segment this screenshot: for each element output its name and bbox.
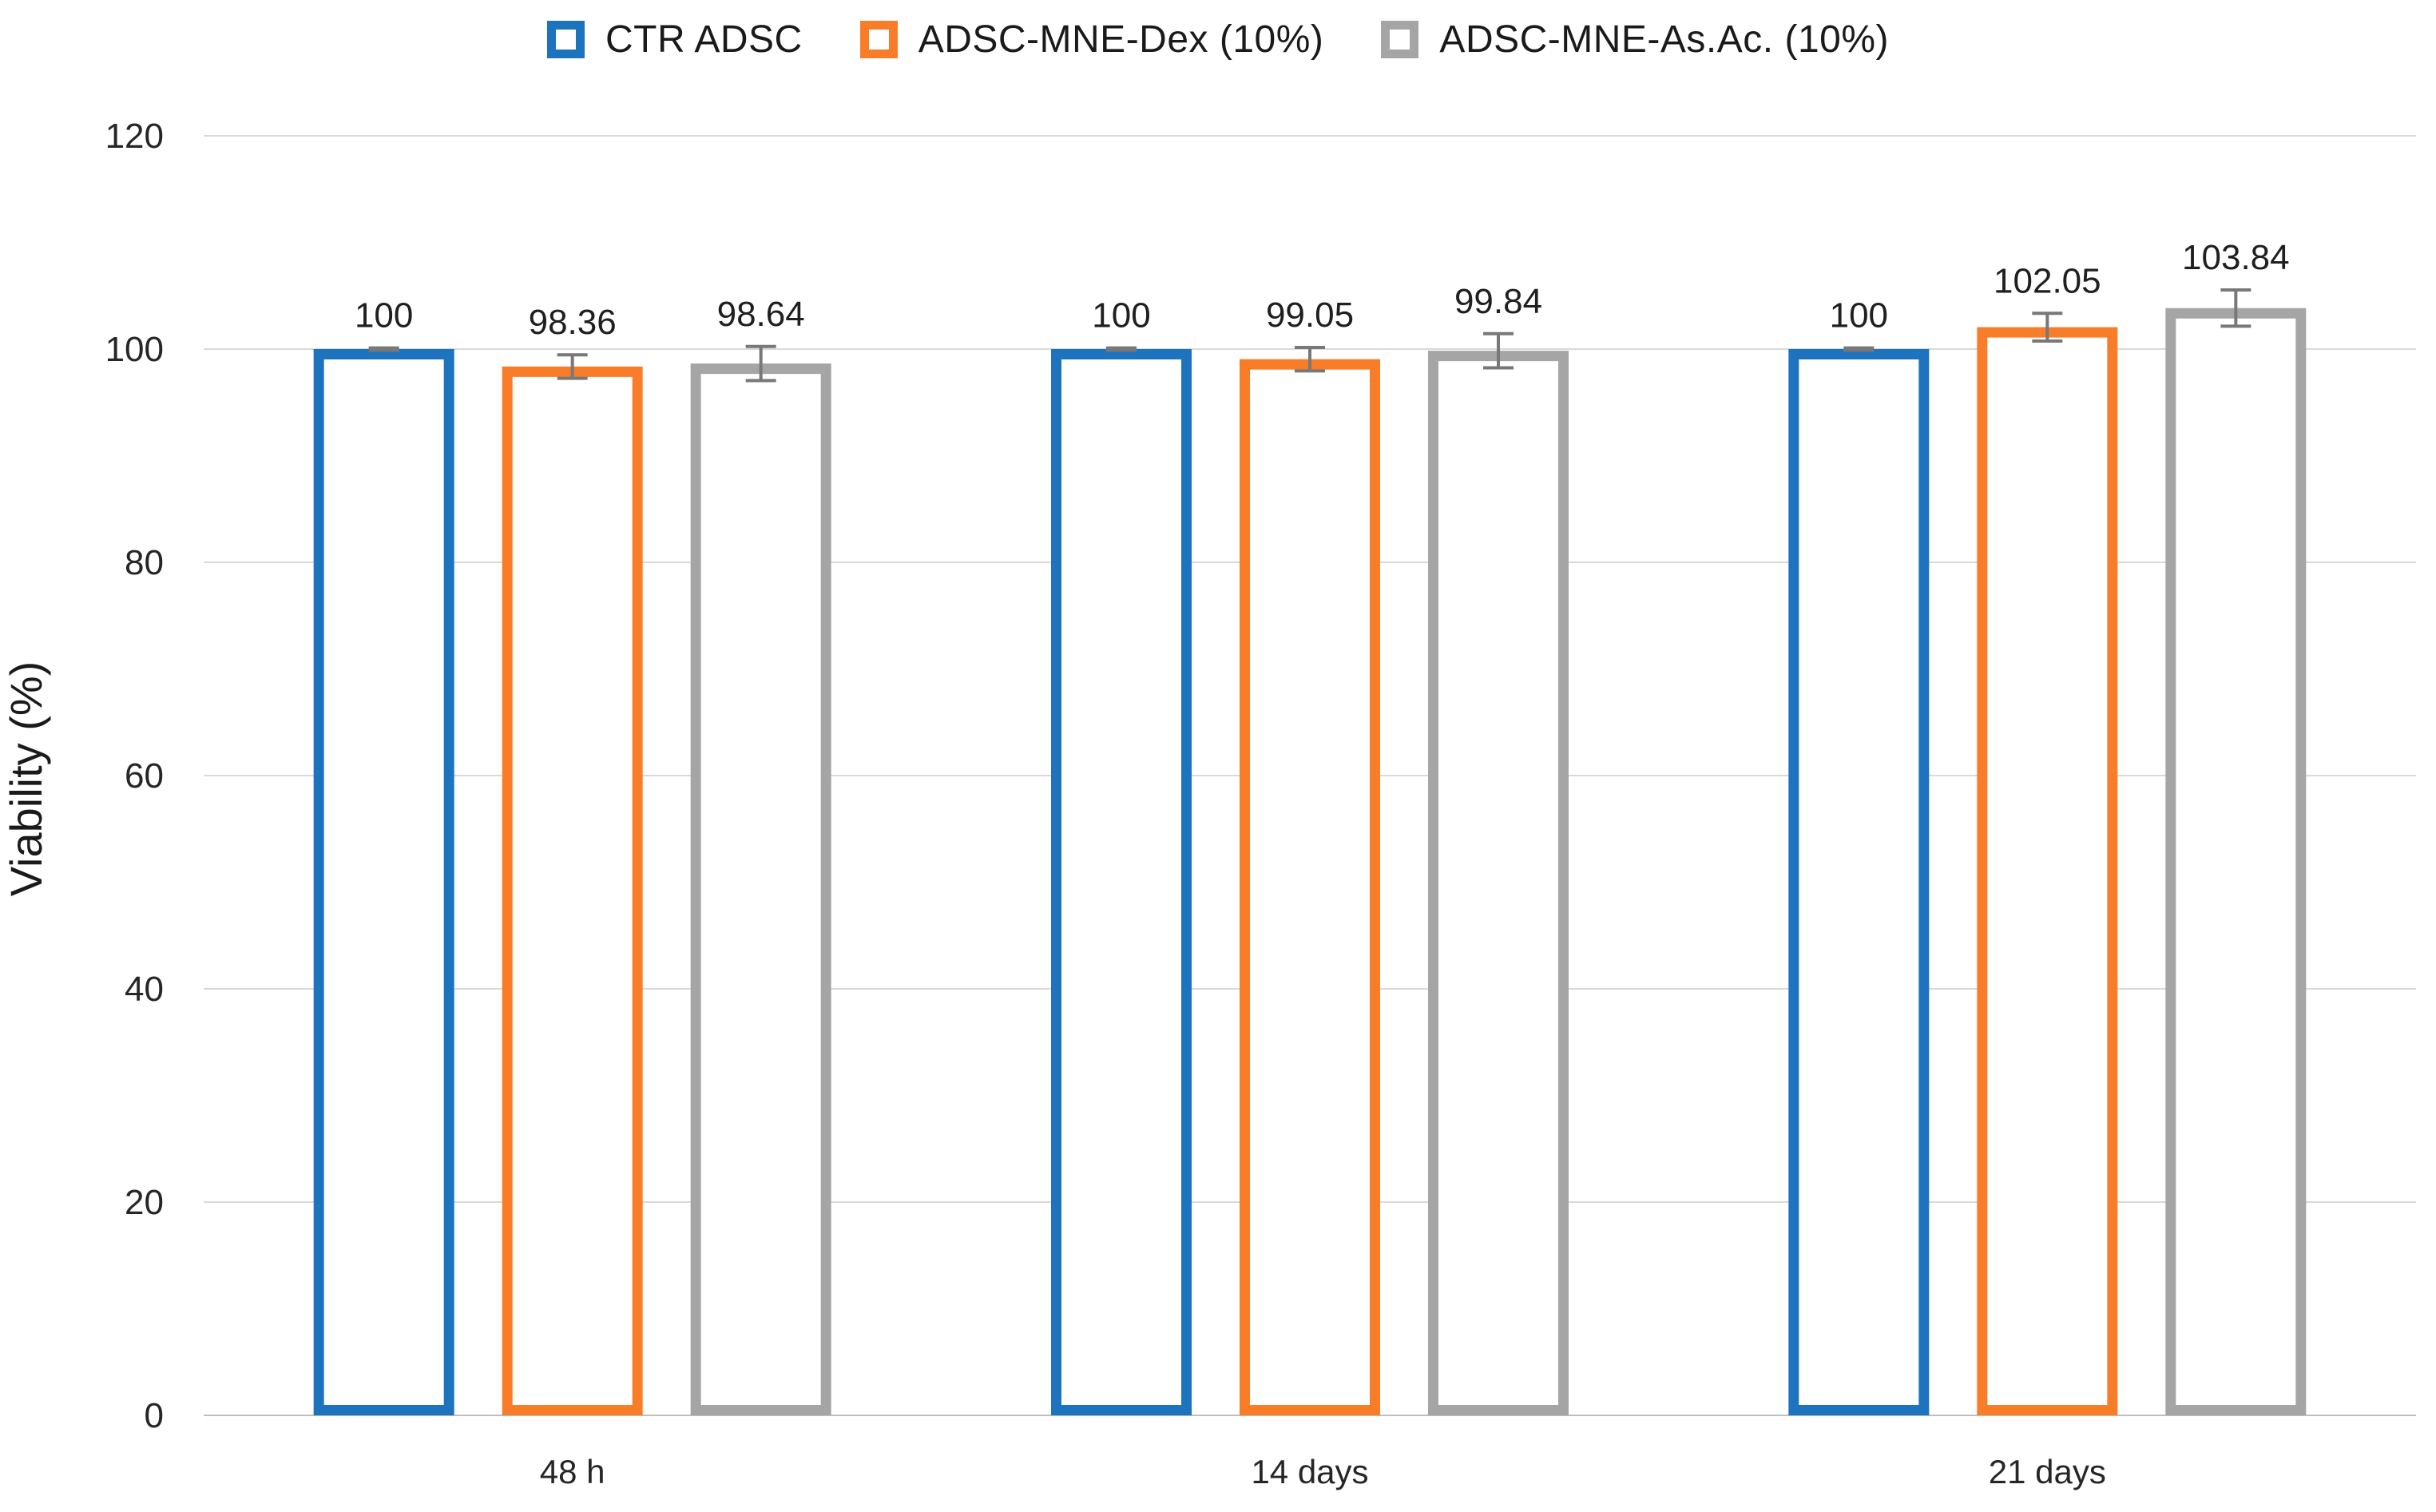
y-tick-label: 100: [105, 330, 164, 369]
bar-value-label: 98.36: [529, 303, 617, 342]
y-tick-label: 120: [105, 117, 164, 156]
chart-legend: CTR ADSC ADSC-MNE-Dex (10%) ADSC-MNE-As.…: [0, 18, 2436, 62]
legend-swatch-gray-icon: [1381, 21, 1419, 58]
y-axis-title: Viability (%): [1, 661, 51, 897]
y-tick-label: 20: [125, 1183, 164, 1222]
bar-value-label: 99.84: [1454, 282, 1542, 321]
bar-value-label: 100: [1830, 296, 1888, 335]
legend-label-ctr-adsc: CTR ADSC: [605, 18, 803, 61]
bar-48-h-series-0: [313, 349, 454, 1415]
bar-value-label: 100: [1092, 296, 1150, 335]
plot-area: 0 20 40 60 80 100 120 100 98.36 98.64 48 h 100 99.05…: [105, 117, 2416, 1490]
bar-21-days-series-1: [1977, 327, 2118, 1416]
y-tick-label: 60: [125, 756, 164, 796]
bar-48-h-series-2: [690, 363, 831, 1415]
bar-14-days-series-2: [1428, 351, 1569, 1415]
bar-21-days-series-0: [1788, 349, 1930, 1415]
legend-label-adsc-mne-asac: ADSC-MNE-As.Ac. (10%): [1439, 18, 1889, 61]
bar-14-days-series-0: [1051, 349, 1192, 1415]
legend-item-ctr-adsc: CTR ADSC: [546, 18, 803, 62]
legend-label-adsc-mne-dex: ADSC-MNE-Dex (10%): [918, 18, 1324, 61]
x-axis-label: 48 h: [540, 1453, 605, 1490]
bar-21-days-series-2: [2165, 308, 2307, 1416]
x-axis-label: 21 days: [1989, 1453, 2106, 1490]
bar-value-label: 100: [355, 296, 413, 335]
bar-value-label: 102.05: [1994, 261, 2101, 300]
y-tick-label: 40: [125, 970, 164, 1009]
legend-item-adsc-mne-asac: ADSC-MNE-As.Ac. (10%): [1381, 18, 1889, 62]
bar-value-label: 99.05: [1266, 296, 1354, 335]
y-tick-label: 0: [145, 1396, 164, 1435]
legend-swatch-blue-icon: [546, 21, 585, 58]
x-axis-label: 14 days: [1251, 1453, 1368, 1490]
bar-value-label: 103.84: [2182, 238, 2290, 277]
bar-48-h-series-1: [502, 366, 643, 1415]
y-tick-label: 80: [125, 543, 164, 582]
bar-14-days-series-1: [1240, 359, 1380, 1415]
bar-value-label: 98.64: [717, 295, 805, 334]
legend-item-adsc-mne-dex: ADSC-MNE-Dex (10%): [859, 18, 1324, 62]
legend-swatch-orange-icon: [859, 21, 898, 58]
